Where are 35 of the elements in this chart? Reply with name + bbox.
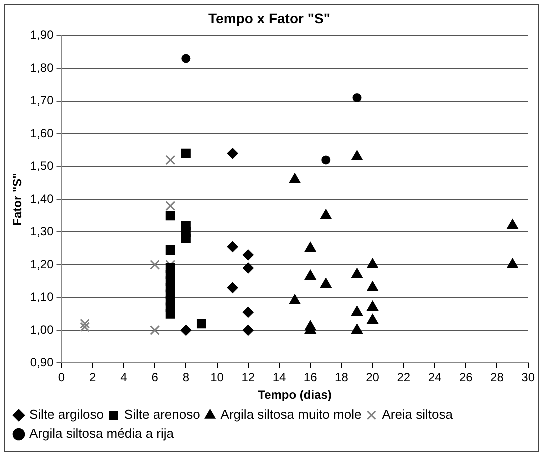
x-tick-label: 12 bbox=[242, 370, 256, 385]
legend-label: Silte argiloso bbox=[30, 407, 104, 422]
x-tick-label: 14 bbox=[272, 370, 286, 385]
y-tick-label: 1,90 bbox=[30, 28, 54, 42]
y-tick-label: 1,60 bbox=[30, 126, 54, 140]
x-tick-label: 18 bbox=[335, 370, 349, 385]
x-tick-label: 20 bbox=[366, 370, 380, 385]
x-tick-label: 4 bbox=[120, 370, 128, 385]
y-tick-label: 1,00 bbox=[30, 322, 54, 337]
x-tick-label: 30 bbox=[522, 370, 536, 385]
legend-label: Argila siltosa muito mole bbox=[220, 407, 362, 422]
x-axis-title: Tempo (dias) bbox=[258, 388, 332, 402]
y-tick-label: 0,90 bbox=[30, 356, 54, 370]
x-tick-label: 8 bbox=[182, 370, 190, 385]
y-tick-label: 1,20 bbox=[30, 257, 54, 272]
x-tick-label: 24 bbox=[428, 370, 442, 385]
x-tick-label: 10 bbox=[210, 370, 224, 385]
x-tick-label: 28 bbox=[490, 370, 504, 385]
y-axis-title: Fator "S" bbox=[10, 173, 25, 226]
y-tick-label: 1,40 bbox=[30, 192, 54, 206]
x-tick-label: 16 bbox=[304, 370, 318, 385]
legend-label: Silte arenoso bbox=[124, 407, 200, 422]
x-tick-label: 26 bbox=[459, 370, 474, 385]
x-tick-label: 6 bbox=[152, 370, 159, 385]
y-tick-label: 1,70 bbox=[30, 94, 54, 108]
legend-label: Areia siltosa bbox=[382, 407, 454, 422]
y-tick-label: 1,30 bbox=[30, 224, 54, 239]
y-tick-label: 1,50 bbox=[30, 159, 54, 174]
y-tick-label: 1,80 bbox=[30, 60, 54, 75]
x-tick-label: 0 bbox=[58, 370, 66, 385]
legend-label: Argila siltosa média a rija bbox=[30, 426, 175, 442]
x-tick-label: 22 bbox=[397, 370, 411, 385]
x-tick-label: 2 bbox=[90, 370, 97, 385]
chart-title: Tempo x Fator "S" bbox=[208, 10, 330, 26]
y-tick-label: 1,10 bbox=[30, 290, 54, 304]
